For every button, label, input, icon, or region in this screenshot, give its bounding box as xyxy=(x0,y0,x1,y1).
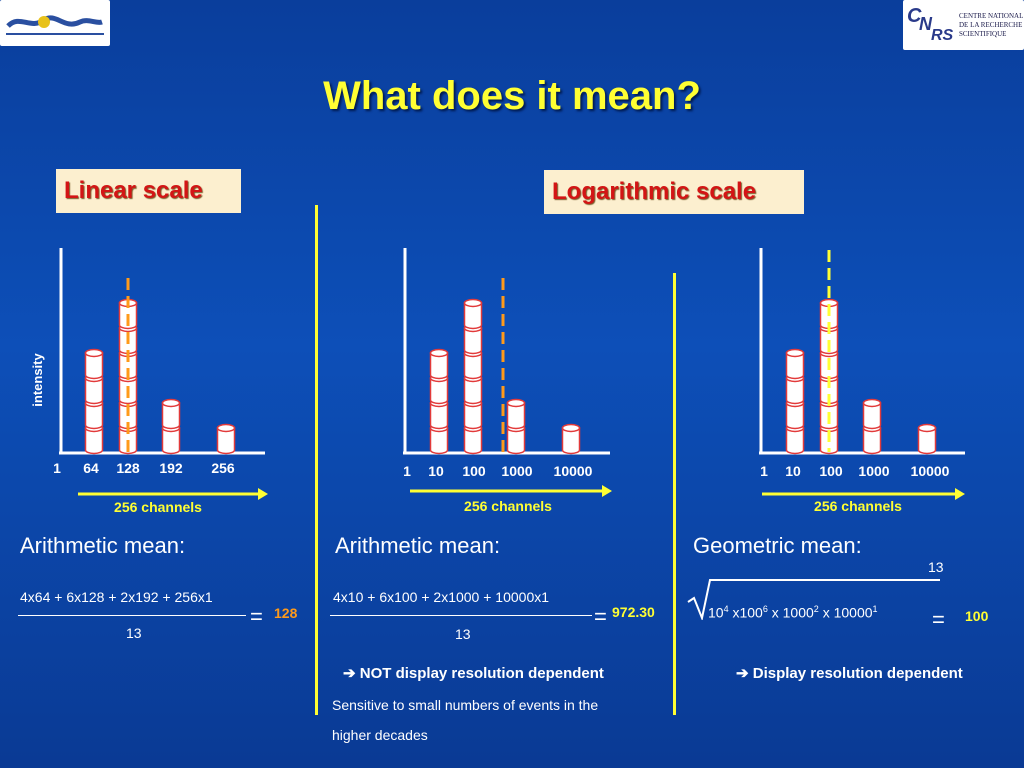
chart1-tick: 1 xyxy=(53,460,61,476)
geo-formula: 104 x1006 x 10002 x 100001 xyxy=(708,604,878,621)
charts: intensity 1 64 128 192 256 1 10 100 1000… xyxy=(30,248,965,515)
linear-numerator: 4x64 + 6x128 + 2x192 + 256x1 xyxy=(20,589,213,605)
logo-left-graphic xyxy=(6,15,104,35)
cylinder-bar-segment xyxy=(561,423,581,455)
linear-denominator: 13 xyxy=(126,625,142,641)
cylinder-bar-segment xyxy=(429,348,449,380)
divider-left xyxy=(315,205,318,715)
cylinder-bar-segment xyxy=(785,348,805,380)
geo-term-exp: 2 xyxy=(813,604,819,614)
linear-mean-label: Arithmetic mean: xyxy=(20,533,186,558)
chart2-arrowhead xyxy=(602,485,612,497)
cnrs-logo-icon: C N RS xyxy=(907,5,954,44)
y-axis-label: intensity xyxy=(30,353,45,407)
linear-equals: = xyxy=(250,604,263,629)
cnrs-text: CENTRE NATIONAL DE LA RECHERCHE SCIENTIF… xyxy=(959,12,1024,38)
log-arith-mean-label: Arithmetic mean: xyxy=(335,533,501,558)
cylinder-bar-segment xyxy=(917,423,937,455)
chart3-arrowhead xyxy=(955,488,965,500)
chart2-bars xyxy=(429,298,581,455)
geo-root-index: 13 xyxy=(928,559,944,575)
chart2-tick: 1000 xyxy=(501,463,532,479)
chart3-bars xyxy=(785,298,937,455)
chart1-bars xyxy=(84,298,236,455)
cylinder-bar-segment xyxy=(216,423,236,455)
log-arith-denominator: 13 xyxy=(455,626,471,642)
chart1-xlabel: 256 channels xyxy=(114,499,202,515)
svg-text:N: N xyxy=(919,14,933,34)
geo-mean-label: Geometric mean: xyxy=(693,533,862,558)
chart1-tick: 128 xyxy=(116,460,140,476)
log-scale-label: Logarithmic scale xyxy=(544,170,804,214)
logo-left xyxy=(0,0,110,46)
cylinder-bar-segment xyxy=(862,423,882,455)
chart1-tick: 256 xyxy=(211,460,235,476)
geo-term-exp: 1 xyxy=(872,604,878,614)
chart3-tick: 10 xyxy=(785,463,801,479)
log-arith-result: 972.30 xyxy=(612,604,655,620)
svg-text:C: C xyxy=(907,5,922,27)
divider-right xyxy=(673,273,676,715)
geo-result: 100 xyxy=(965,608,989,624)
geo-term-base: x 1000 xyxy=(767,604,814,621)
chart3-tick: 10000 xyxy=(911,463,950,479)
geo-term-base: x100 xyxy=(728,604,763,621)
linear-fraction-bar xyxy=(18,615,246,616)
log-arith-fraction-bar xyxy=(330,615,592,616)
chart3-tick: 100 xyxy=(819,463,843,479)
cylinder-bar-segment xyxy=(161,398,181,430)
geo-equals: = xyxy=(932,607,945,632)
cylinder-bar-segment xyxy=(506,398,526,430)
log-arith-equals: = xyxy=(594,604,607,629)
chart2-tick: 100 xyxy=(462,463,486,479)
geo-term-base: x 10000 xyxy=(818,604,873,621)
cylinder-bar-segment xyxy=(429,398,449,430)
log-arith-note2-line1: Sensitive to small numbers of events in … xyxy=(332,697,599,713)
chart2-tick: 10000 xyxy=(554,463,593,479)
chart1-tick: 64 xyxy=(83,460,99,476)
cylinder-bar-segment xyxy=(463,298,483,330)
chart2-tick: 10 xyxy=(428,463,444,479)
chart3-tick: 1 xyxy=(760,463,768,479)
cylinder-bar-segment xyxy=(862,398,882,430)
sqrt-icon xyxy=(687,579,940,620)
geo-term-exp: 6 xyxy=(762,604,768,614)
chart2-xlabel: 256 channels xyxy=(464,498,552,514)
chart2-tick: 1 xyxy=(403,463,411,479)
linear-result: 128 xyxy=(274,605,298,621)
log-arith-note2-line2: higher decades xyxy=(332,727,428,743)
chart3-xlabel: 256 channels xyxy=(814,498,902,514)
geo-note: ➔ Display resolution dependent xyxy=(736,665,963,682)
svg-text:RS: RS xyxy=(931,27,954,44)
linear-scale-label: Linear scale xyxy=(56,169,241,213)
logo-right: C N RS CENTRE NATIONAL DE LA RECHERCHE S… xyxy=(903,0,1024,50)
chart3-tick: 1000 xyxy=(858,463,889,479)
log-arith-note: ➔ NOT display resolution dependent xyxy=(343,665,604,682)
page-title: What does it mean? xyxy=(323,74,701,118)
geo-term-base: 10 xyxy=(708,604,724,621)
cylinder-bar-segment xyxy=(84,348,104,380)
log-arith-numerator: 4x10 + 6x100 + 2x1000 + 10000x1 xyxy=(333,589,550,605)
geo-term-exp: 4 xyxy=(723,604,729,614)
chart1-tick: 192 xyxy=(159,460,183,476)
chart1-arrowhead xyxy=(258,488,268,500)
